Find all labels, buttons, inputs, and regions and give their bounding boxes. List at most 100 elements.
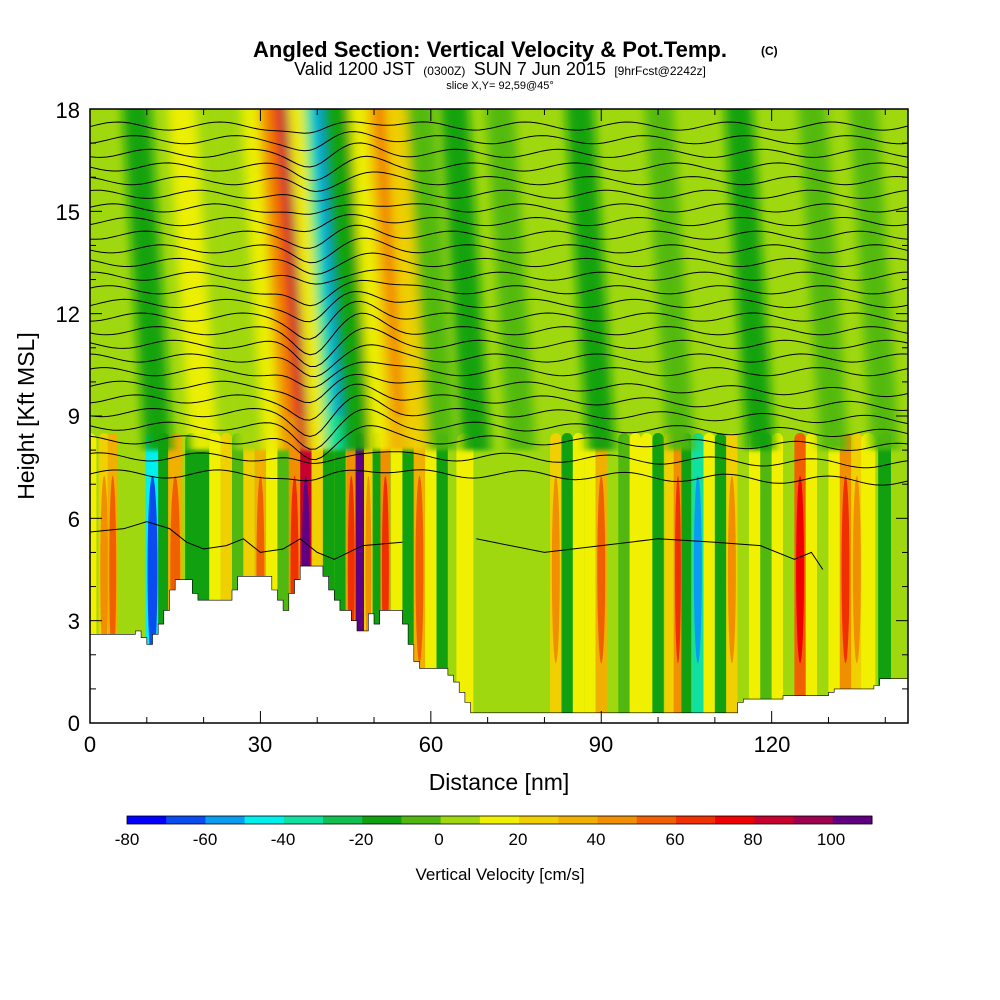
colorbar-swatch [362,816,402,824]
velocity-column [584,433,596,723]
colorbar-swatch [832,816,873,824]
x-tick-label: 60 [419,732,443,757]
colorbar-swatch [440,816,481,824]
velocity-column [805,433,818,723]
isentrope-line [90,213,908,233]
velocity-column [748,433,761,723]
colorbar-swatch [323,816,363,824]
isentrope-line [90,300,908,340]
isentrope-line [90,469,908,486]
isentrope-line [90,344,908,378]
velocity-column [703,433,715,723]
axis-ticks [89,108,908,724]
colorbar-swatch [479,816,520,824]
velocity-column [606,433,619,723]
terrain [90,565,908,723]
y-tick-label: 9 [68,404,80,429]
velocity-column [771,433,784,723]
isentrope-line [90,155,908,181]
y-tick-label: 0 [68,711,80,736]
isentrope-line [90,224,908,249]
velocity-core [674,475,681,664]
velocity-column [681,433,692,723]
colorbar-swatch [558,816,599,824]
velocity-streak [167,109,218,451]
colorbar-swatch [675,816,716,824]
velocity-column [425,433,437,723]
isentrope-line [90,374,908,404]
velocity-streak [440,109,491,451]
chart-subtitle: Valid 1200 JST (0300Z) SUN 7 Jun 2015 [9… [294,59,706,79]
isentrope-line [90,171,908,193]
velocity-core [551,475,560,664]
colorbar [126,815,873,825]
velocity-column [561,433,573,723]
isentrope-line [90,383,908,421]
isentrope-line [90,394,908,438]
velocity-core [796,475,805,664]
title-units-tag: (C) [761,44,778,58]
isentrope-line [90,279,908,307]
valid-date: SUN 7 Jun 2015 [474,59,606,79]
colorbar-swatch [597,816,638,824]
velocity-column [890,433,903,723]
velocity-streak [798,109,849,451]
colorbar-tick-labels: -80 -60 -40 -20 0 20 40 60 80 100 [115,830,845,849]
isentrope-line [90,269,908,285]
velocity-streak [486,109,536,451]
isentrope-line [90,252,908,275]
velocity-column [714,433,727,723]
velocity-streak [383,109,434,451]
colorbar-tick-label: 60 [666,830,685,849]
colorbar-swatch [715,816,755,824]
colorbar-swatch [166,816,206,824]
y-axis-label: Height [Kft MSL] [13,332,39,499]
velocity-column [641,433,653,723]
y-tick-label: 3 [68,609,80,634]
velocity-column [783,433,795,723]
colorbar-tick-label: -60 [193,830,218,849]
colorbar-tick-label: -80 [115,830,140,849]
valid-time: Valid 1200 JST [294,59,415,79]
velocity-streak-core [267,109,300,416]
isentrope-line [90,408,908,450]
velocity-column [629,433,642,723]
velocity-column [878,433,893,723]
colorbar-tick-label: -20 [349,830,374,849]
velocity-core [727,475,736,664]
velocity-streak [849,109,900,451]
y-tick-label: 18 [56,98,80,123]
isentrope-line [90,203,908,215]
velocity-core [356,475,363,664]
y-tick-label: 12 [56,302,80,327]
chart-title: Angled Section: Vertical Velocity & Pot.… [253,37,727,62]
isentrope-line [90,290,908,323]
colorbar-swatch [244,816,285,824]
y-tick-labels: 0 3 6 9 12 15 18 [56,98,80,736]
velocity-column [436,433,448,723]
colorbar-swatch [401,816,442,824]
x-tick-label: 120 [754,732,791,757]
plot-area [90,109,908,723]
isentrope-line [90,425,908,461]
velocity-streak [122,109,173,451]
colorbar-frame [126,815,873,825]
colorbar-swatch [519,816,559,824]
x-tick-label: 90 [589,732,613,757]
velocity-core [100,475,109,664]
isentrope-line [90,188,908,202]
colorbar-tick-label: 0 [434,830,443,849]
velocity-core [597,475,606,664]
velocity-column [737,433,749,723]
isentrope-line [90,521,403,560]
velocity-column [902,433,908,723]
velocity-streak [321,109,371,451]
velocity-column [618,433,630,723]
velocity-core [415,475,424,664]
colorbar-tick-label: 100 [817,830,845,849]
colorbar-tick-label: 40 [587,830,606,849]
isentrope-line [90,451,908,469]
velocity-column [501,433,531,723]
velocity-streak [565,109,616,451]
